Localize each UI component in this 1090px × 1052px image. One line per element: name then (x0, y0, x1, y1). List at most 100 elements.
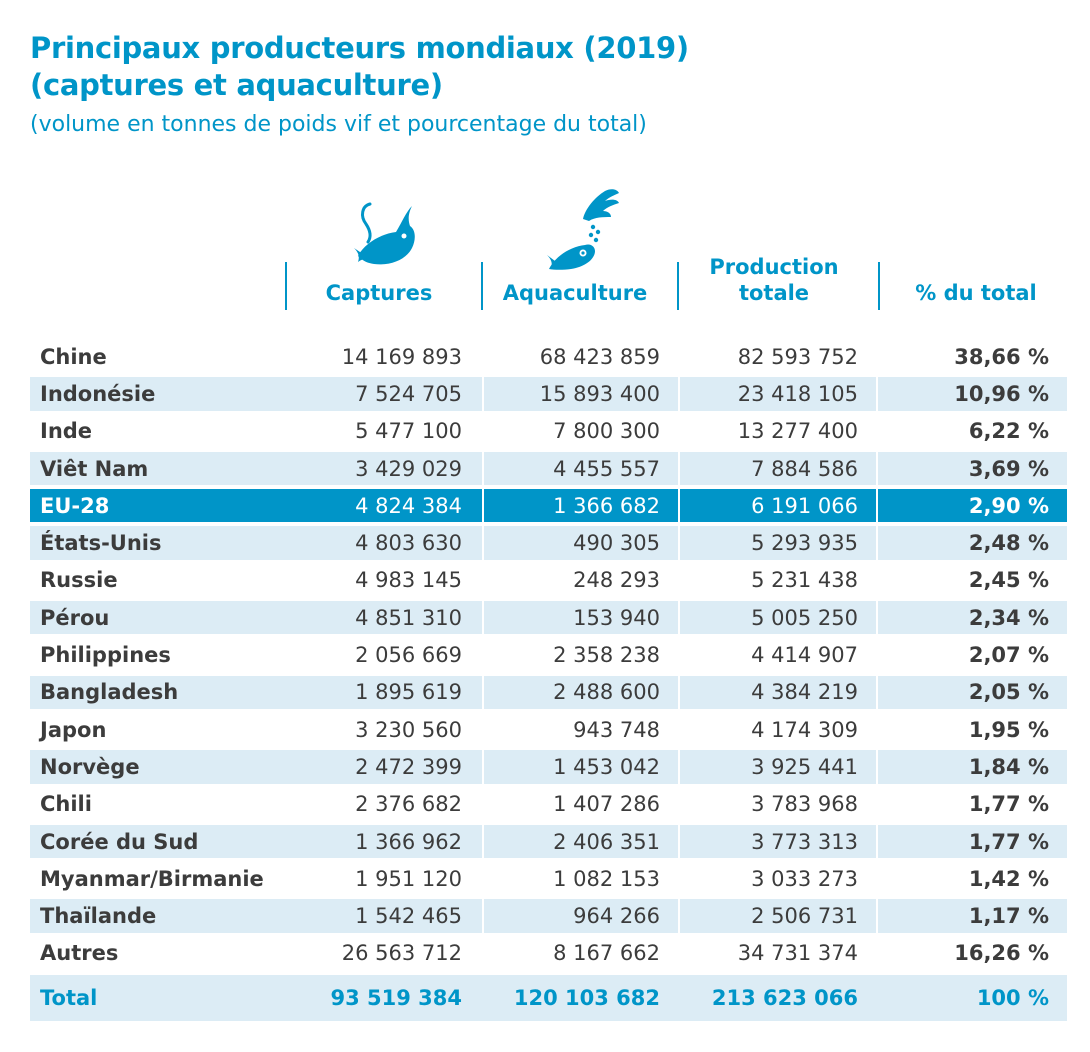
captures-value: 3 230 560 (355, 717, 462, 742)
percent-value: 1,95 % (968, 717, 1049, 742)
captures-value: 4 803 630 (355, 531, 462, 556)
total-production-value: 3 925 441 (751, 754, 858, 779)
aquaculture-value: 8 167 662 (553, 941, 660, 966)
country-name: Autres (40, 941, 119, 966)
header-divider-pct (878, 262, 880, 310)
header-divider-captures (285, 262, 287, 310)
total-production-value: 3 773 313 (751, 829, 858, 854)
page-title: Principaux producteurs mondiaux (2019) (… (30, 30, 689, 104)
table-row: États-Unis 4 803 630 490 305 5 293 935 2,48 … (30, 524, 1067, 561)
column-header-aquaculture: Aquaculture (484, 248, 666, 310)
aquaculture-value: 120 103 682 (513, 986, 660, 1011)
table-row: Chili 2 376 682 1 407 286 3 783 968 1,77 % (30, 786, 1067, 823)
header-divider-total (677, 262, 679, 310)
aquaculture-value: 68 423 859 (539, 344, 660, 369)
percent-value: 1,84 % (968, 754, 1049, 779)
table-row: Bangladesh 1 895 619 2 488 600 4 384 219 2,0… (30, 674, 1067, 711)
country-name: Inde (40, 419, 93, 444)
percent-value: 2,34 % (968, 605, 1049, 630)
captures-value: 1 542 465 (355, 904, 462, 929)
table-row: Autres 26 563 712 8 167 662 34 731 374 16,26… (30, 935, 1067, 972)
country-name: Corée du Sud (40, 829, 199, 854)
table-row: Pérou 4 851 310 153 940 5 005 250 2,34 % (30, 599, 1067, 636)
captures-value: 1 895 619 (355, 680, 462, 705)
column-header-total-line-2: totale (738, 281, 810, 305)
percent-value: 16,26 % (954, 941, 1049, 966)
column-header-aquaculture-label: Aquaculture (502, 281, 648, 305)
aquaculture-value: 490 305 (573, 531, 660, 556)
table-row: Norvège 2 472 399 1 453 042 3 925 441 1,84 % (30, 748, 1067, 785)
producers-table: Chine 14 169 893 68 423 859 82 593 752 38,66… (30, 338, 1067, 1024)
country-name: Russie (40, 568, 118, 593)
percent-value: 1,42 % (968, 866, 1049, 891)
captures-value: 7 524 705 (355, 381, 462, 406)
total-production-value: 13 277 400 (737, 419, 858, 444)
total-production-value: 6 191 066 (751, 493, 858, 518)
country-name: Philippines (40, 643, 171, 668)
total-production-value: 3 783 968 (751, 792, 858, 817)
total-production-value: 4 414 907 (751, 643, 858, 668)
country-name: Chine (40, 344, 107, 369)
country-name: Indonésie (40, 381, 156, 406)
total-production-value: 2 506 731 (751, 904, 858, 929)
total-production-value: 213 623 066 (711, 986, 858, 1011)
fish-hook-icon (354, 202, 415, 265)
total-production-value: 5 231 438 (751, 568, 858, 593)
header-divider-aquaculture (481, 262, 483, 310)
table-row: Japon 3 230 560 943 748 4 174 309 1,95 % (30, 711, 1067, 748)
total-production-value: 4 174 309 (751, 717, 858, 742)
table-row: Chine 14 169 893 68 423 859 82 593 752 38,66… (30, 338, 1067, 375)
percent-value: 2,07 % (968, 643, 1049, 668)
aquaculture-value: 2 488 600 (553, 680, 660, 705)
total-production-value: 7 884 586 (751, 456, 858, 481)
percent-value: 2,90 % (968, 493, 1049, 518)
captures-value: 2 376 682 (355, 792, 462, 817)
table-row: Indonésie 7 524 705 15 893 400 23 418 105 10… (30, 375, 1067, 412)
column-header-captures-label: Captures (325, 281, 433, 305)
column-header-captures: Captures (288, 248, 470, 310)
title-line-1: Principaux producteurs mondiaux (2019) (30, 31, 689, 65)
percent-value: 6,22 % (968, 419, 1049, 444)
captures-value: 3 429 029 (355, 456, 462, 481)
column-header-total: Production totale (680, 248, 868, 310)
percent-value: 100 % (976, 986, 1049, 1011)
percent-value: 2,05 % (968, 680, 1049, 705)
country-name: Myanmar/Birmanie (40, 866, 264, 891)
total-production-value: 3 033 273 (751, 866, 858, 891)
percent-value: 1,17 % (968, 904, 1049, 929)
country-name: Norvège (40, 754, 140, 779)
aquaculture-value: 2 406 351 (553, 829, 660, 854)
percent-value: 1,77 % (968, 829, 1049, 854)
captures-value: 2 056 669 (355, 643, 462, 668)
country-name: Bangladesh (40, 680, 179, 705)
aquaculture-value: 7 800 300 (553, 419, 660, 444)
table-row: Corée du Sud 1 366 962 2 406 351 3 773 313 1… (30, 823, 1067, 860)
country-name: Total (40, 986, 98, 1011)
table-row: Russie 4 983 145 248 293 5 231 438 2,45 % (30, 562, 1067, 599)
table-row: Inde 5 477 100 7 800 300 13 277 400 6,22 % (30, 413, 1067, 450)
percent-value: 2,45 % (968, 568, 1049, 593)
aquaculture-value: 153 940 (573, 605, 660, 630)
table-row: Philippines 2 056 669 2 358 238 4 414 907 2,… (30, 636, 1067, 673)
column-header-total-line-1: Production (709, 255, 839, 279)
aquaculture-value: 1 407 286 (553, 792, 660, 817)
aquaculture-value: 1 082 153 (553, 866, 660, 891)
total-row: Total 93 519 384 120 103 682 213 623 066 100… (30, 972, 1067, 1024)
aquaculture-value: 4 455 557 (553, 456, 660, 481)
title-line-2: (captures et aquaculture) (30, 68, 443, 102)
aquaculture-value: 2 358 238 (553, 643, 660, 668)
table-row: EU-28 4 824 384 1 366 682 6 191 066 2,90 % (30, 487, 1067, 524)
aquaculture-value: 15 893 400 (539, 381, 660, 406)
subtitle: (volume en tonnes de poids vif et pource… (30, 112, 647, 137)
country-name: Viêt Nam (40, 456, 149, 481)
aquaculture-value: 1 366 682 (553, 493, 660, 518)
captures-value: 93 519 384 (330, 986, 462, 1011)
aquaculture-value: 1 453 042 (553, 754, 660, 779)
captures-value: 1 366 962 (355, 829, 462, 854)
captures-value: 4 824 384 (355, 493, 462, 518)
captures-value: 1 951 120 (355, 866, 462, 891)
country-name: Thaïlande (40, 904, 157, 929)
table-row: Myanmar/Birmanie 1 951 120 1 082 153 3 033 … (30, 860, 1067, 897)
aquaculture-value: 248 293 (573, 568, 660, 593)
total-production-value: 34 731 374 (737, 941, 858, 966)
